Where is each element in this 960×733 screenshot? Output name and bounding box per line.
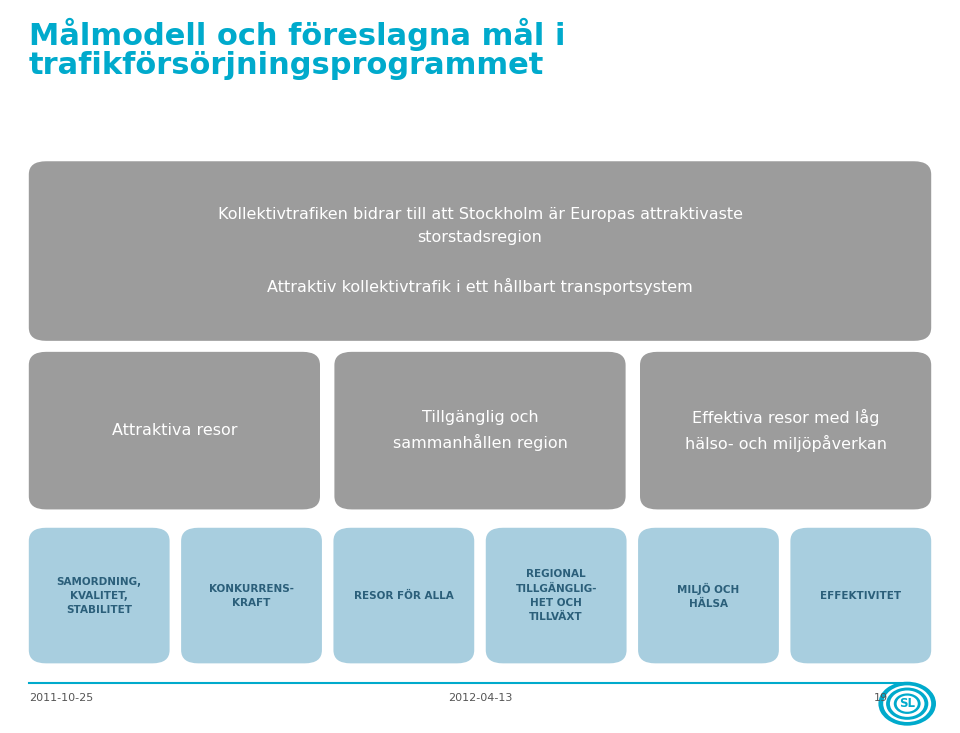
Text: EFFEKTIVITET: EFFEKTIVITET [820, 591, 901, 600]
Text: MILJÖ OCH
HÄLSA: MILJÖ OCH HÄLSA [678, 583, 739, 608]
Wedge shape [878, 682, 936, 726]
Text: trafikförsörjningsprogrammet: trafikförsörjningsprogrammet [29, 51, 544, 81]
Text: Kollektivtrafiken bidrar till att Stockholm är Europas attraktivaste
storstadsre: Kollektivtrafiken bidrar till att Stockh… [218, 207, 742, 295]
Text: 19: 19 [874, 693, 888, 703]
FancyBboxPatch shape [181, 528, 322, 663]
FancyBboxPatch shape [640, 352, 931, 509]
Text: Effektiva resor med låg
hälso- och miljöpåverkan: Effektiva resor med låg hälso- och miljö… [684, 410, 887, 452]
Text: Målmodell och föreslagna mål i: Målmodell och föreslagna mål i [29, 18, 565, 51]
Text: KONKURRENS-
KRAFT: KONKURRENS- KRAFT [209, 583, 294, 608]
Wedge shape [886, 688, 928, 720]
FancyBboxPatch shape [334, 352, 626, 509]
FancyBboxPatch shape [29, 352, 320, 509]
FancyBboxPatch shape [486, 528, 627, 663]
FancyBboxPatch shape [333, 528, 474, 663]
FancyBboxPatch shape [790, 528, 931, 663]
Text: REGIONAL
TILLGÄNGLIG-
HET OCH
TILLVÄXT: REGIONAL TILLGÄNGLIG- HET OCH TILLVÄXT [516, 570, 597, 622]
Text: Attraktiva resor: Attraktiva resor [111, 423, 237, 438]
Text: 2011-10-25: 2011-10-25 [29, 693, 93, 703]
Text: RESOR FÖR ALLA: RESOR FÖR ALLA [354, 591, 454, 600]
FancyBboxPatch shape [638, 528, 779, 663]
Text: SL: SL [900, 697, 915, 710]
FancyBboxPatch shape [29, 161, 931, 341]
Text: Tillgänglig och
sammanhållen region: Tillgänglig och sammanhållen region [393, 410, 567, 451]
Text: SAMORDNING,
KVALITET,
STABILITET: SAMORDNING, KVALITET, STABILITET [57, 577, 142, 614]
FancyBboxPatch shape [29, 528, 170, 663]
Text: 2012-04-13: 2012-04-13 [447, 693, 513, 703]
Wedge shape [894, 693, 921, 714]
